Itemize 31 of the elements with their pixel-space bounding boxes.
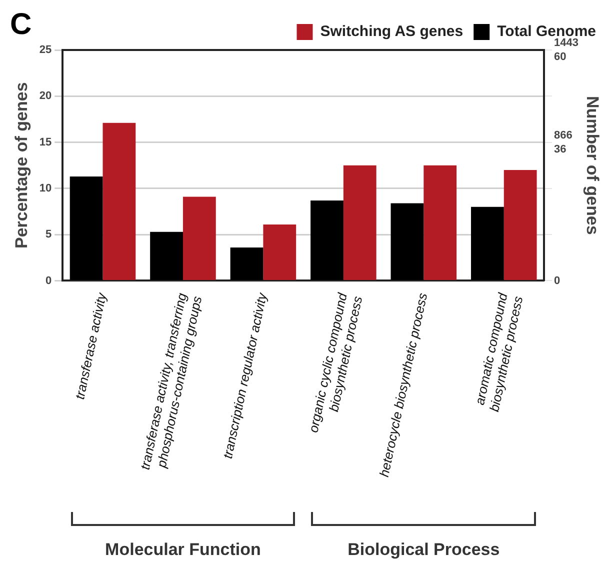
y-tick-label: 15 bbox=[39, 136, 52, 148]
x-tick-label: transcription regulator activity bbox=[220, 290, 270, 460]
bar bbox=[424, 165, 457, 280]
y-tick-label: 25 bbox=[39, 44, 52, 56]
bar bbox=[102, 122, 136, 280]
y3-tick-label: 36 bbox=[554, 143, 566, 156]
y2-tick-label: 866 bbox=[554, 129, 572, 142]
bar bbox=[70, 176, 103, 280]
text: Molecular Function bbox=[105, 540, 261, 560]
y-tick-label: 10 bbox=[39, 182, 52, 194]
chart-title: C bbox=[10, 8, 32, 42]
x-tick-label: transferase activity bbox=[72, 290, 110, 401]
y-tick-label: 20 bbox=[39, 90, 52, 102]
y2-tick-label: 1443 bbox=[554, 37, 578, 50]
y-axis-title: Percentage of genes bbox=[12, 82, 31, 249]
legend-label: Switching AS genes bbox=[320, 23, 464, 40]
bar bbox=[263, 224, 296, 280]
bar bbox=[150, 232, 183, 280]
text: Biological Process bbox=[348, 540, 500, 560]
y-tick-label: 5 bbox=[46, 228, 52, 241]
bar bbox=[504, 170, 537, 280]
bar bbox=[390, 203, 424, 280]
bar bbox=[343, 165, 376, 280]
y-tick-label: 0 bbox=[46, 274, 52, 287]
y3-tick-label: 60 bbox=[554, 51, 566, 64]
bar bbox=[310, 200, 344, 280]
bar bbox=[470, 206, 504, 280]
bar bbox=[230, 248, 264, 280]
y2-tick-label: 0 bbox=[554, 274, 560, 287]
y2-axis-title: Number of genes bbox=[583, 96, 602, 235]
bar bbox=[182, 196, 216, 280]
